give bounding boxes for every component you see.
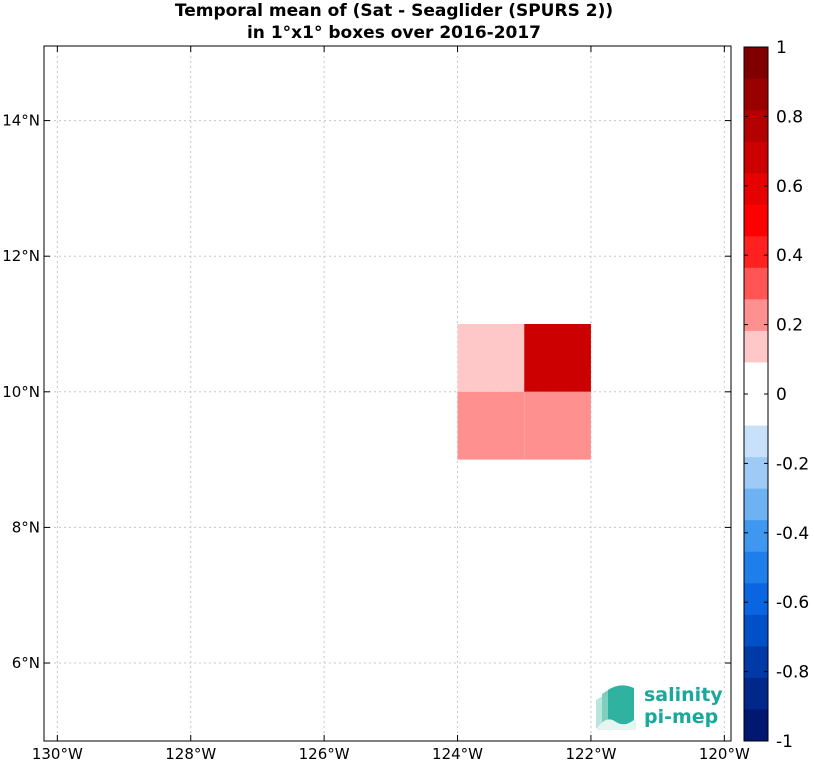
colorbar-ticks: 1 0.8 0.6 0.4 0.2 0 -0.2 -0.4 -0.6 -0.8 -1: [744, 38, 809, 752]
colorbar-tick-label-0: 1: [776, 38, 787, 58]
data-cell-1: [524, 324, 591, 392]
y-tick-label-1: 8°N: [12, 518, 40, 536]
x-tick-label-4: 122°W: [565, 745, 616, 763]
y-tick-label-4: 14°N: [2, 112, 40, 130]
colorbar-tick-label-8: -0.6: [776, 593, 809, 613]
logo-wave-icon: [596, 685, 636, 730]
x-tick-label-5: 120°W: [699, 745, 750, 763]
data-cell-3: [524, 391, 591, 460]
colorbar-tick-label-4: 0.2: [776, 316, 803, 336]
colorbar-tick-label-3: 0.4: [776, 246, 803, 266]
colorbar-swatch-3: [744, 141, 768, 174]
colorbar-swatch-6: [744, 236, 768, 269]
colorbar-tick-label-10: -1: [776, 732, 793, 752]
colorbar-tick-label-6: -0.2: [776, 454, 809, 474]
colorbar-swatch-12: [744, 425, 768, 458]
colorbar-swatch-20: [744, 677, 768, 710]
data-cell-2: [457, 391, 525, 460]
grid: [44, 46, 731, 741]
colorbar-swatch-15: [744, 520, 768, 553]
salinity-pi-mep-logo: salinity pi-mep: [596, 684, 723, 730]
y-tick-label-2: 10°N: [2, 383, 40, 401]
colorbar-swatch-5: [744, 204, 768, 237]
colorbar-swatch-8: [744, 299, 768, 332]
colorbar-tick-label-2: 0.6: [776, 177, 803, 197]
plot-frame: [43, 45, 732, 742]
x-tick-label-3: 124°W: [432, 745, 483, 763]
colorbar-swatch-19: [744, 646, 768, 679]
chart-title-line-1: Temporal mean of (Sat - Seaglider (SPURS…: [175, 1, 613, 21]
colorbar-swatch-14: [744, 488, 768, 521]
data-cells: [457, 324, 591, 460]
colorbar: [744, 47, 768, 742]
colorbar-swatch-10: [744, 362, 768, 395]
colorbar-swatch-17: [744, 583, 768, 616]
data-cell-0: [457, 324, 525, 392]
colorbar-swatch-7: [744, 267, 768, 300]
y-axis: 6°N 8°N 10°N 12°N 14°N: [2, 112, 731, 672]
colorbar-swatch-18: [744, 614, 768, 647]
colorbar-tick-label-9: -0.8: [776, 663, 809, 683]
x-axis: 130°W 128°W 126°W 124°W 122°W 120°W: [32, 46, 750, 763]
colorbar-swatch-13: [744, 457, 768, 490]
colorbar-swatch-1: [744, 78, 768, 111]
colorbar-swatch-16: [744, 551, 768, 584]
colorbar-swatch-11: [744, 394, 768, 427]
colorbar-swatch-21: [744, 709, 768, 742]
colorbar-tick-label-5: 0: [776, 385, 787, 405]
colorbar-swatch-9: [744, 330, 768, 363]
colorbar-swatch-2: [744, 110, 768, 143]
chart-title-line-2: in 1°x1° boxes over 2016-2017: [247, 23, 541, 43]
x-tick-label-0: 130°W: [32, 745, 83, 763]
colorbar-tick-label-1: 0.8: [776, 107, 803, 127]
colorbar-tick-label-7: -0.4: [776, 524, 809, 544]
y-tick-label-3: 12°N: [2, 247, 40, 265]
colorbar-swatch-0: [744, 47, 768, 80]
y-tick-label-0: 6°N: [12, 654, 40, 672]
x-tick-label-2: 126°W: [299, 745, 350, 763]
logo-text-salinity: salinity: [644, 684, 723, 706]
x-tick-label-1: 128°W: [165, 745, 216, 763]
logo-text-pi-mep: pi-mep: [644, 706, 718, 728]
colorbar-swatch-4: [744, 173, 768, 206]
